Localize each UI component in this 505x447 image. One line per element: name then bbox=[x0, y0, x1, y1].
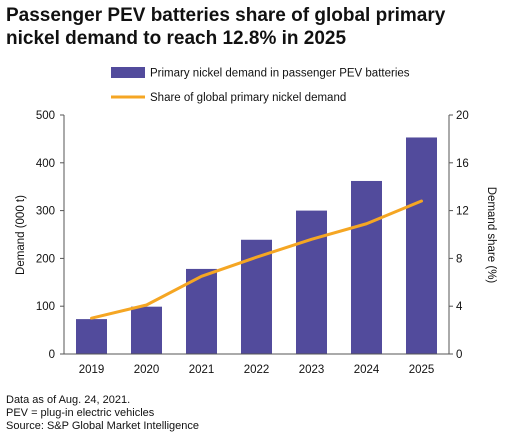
footnote-source: Source: S&P Global Market Intelligence bbox=[6, 420, 200, 432]
bar-2022 bbox=[241, 239, 272, 354]
y-tick-label: 400 bbox=[36, 158, 55, 170]
chart-title: Passenger PEV batteries share of global … bbox=[6, 5, 446, 49]
bar-2023 bbox=[296, 210, 327, 354]
footnote-definition: PEV = plug-in electric vehicles bbox=[6, 407, 155, 419]
x-tick-label: 2021 bbox=[189, 364, 215, 376]
x-tick-label: 2025 bbox=[409, 364, 435, 376]
axes bbox=[60, 114, 453, 355]
x-tick-label: 2022 bbox=[244, 364, 270, 376]
bar-2019 bbox=[76, 319, 107, 354]
y2-tick-label: 16 bbox=[456, 158, 469, 170]
y-tick-label: 100 bbox=[36, 301, 55, 313]
y2-tick-label: 0 bbox=[456, 349, 462, 361]
tick-labels: 0 100 200 300 400 500 0 4 8 12 16 20 2019 2020 2021 202… bbox=[36, 110, 469, 376]
y2-tick-label: 12 bbox=[456, 206, 469, 218]
legend-bar-label: Primary nickel demand in passenger PEV b… bbox=[150, 68, 410, 80]
footnotes: Data as of Aug. 24, 2021. PEV = plug-in … bbox=[6, 394, 199, 433]
footnote-date: Data as of Aug. 24, 2021. bbox=[6, 394, 131, 406]
y2-tick-label: 4 bbox=[456, 301, 463, 313]
y-axis-title: Demand (000 t) bbox=[15, 195, 27, 275]
y2-tick-label: 8 bbox=[456, 253, 462, 265]
y-tick-label: 300 bbox=[36, 206, 55, 218]
legend-bar-swatch bbox=[111, 67, 145, 78]
y-tick-label: 0 bbox=[49, 349, 55, 361]
x-tick-label: 2019 bbox=[79, 364, 105, 376]
legend: Primary nickel demand in passenger PEV b… bbox=[111, 67, 410, 104]
x-tick-label: 2024 bbox=[354, 364, 380, 376]
x-tick-label: 2023 bbox=[299, 364, 325, 376]
y2-axis-title: Demand share (%) bbox=[485, 187, 497, 284]
x-tick-label: 2020 bbox=[134, 364, 160, 376]
bar-group bbox=[76, 137, 437, 354]
legend-line-label: Share of global primary nickel demand bbox=[150, 92, 346, 104]
y-tick-label: 500 bbox=[36, 110, 55, 122]
y-tick-label: 200 bbox=[36, 253, 55, 265]
line-group bbox=[90, 199, 423, 320]
y2-tick-label: 20 bbox=[456, 110, 469, 122]
bar-2025 bbox=[406, 137, 437, 354]
bar-2024 bbox=[351, 180, 382, 354]
bar-2020 bbox=[131, 306, 162, 354]
